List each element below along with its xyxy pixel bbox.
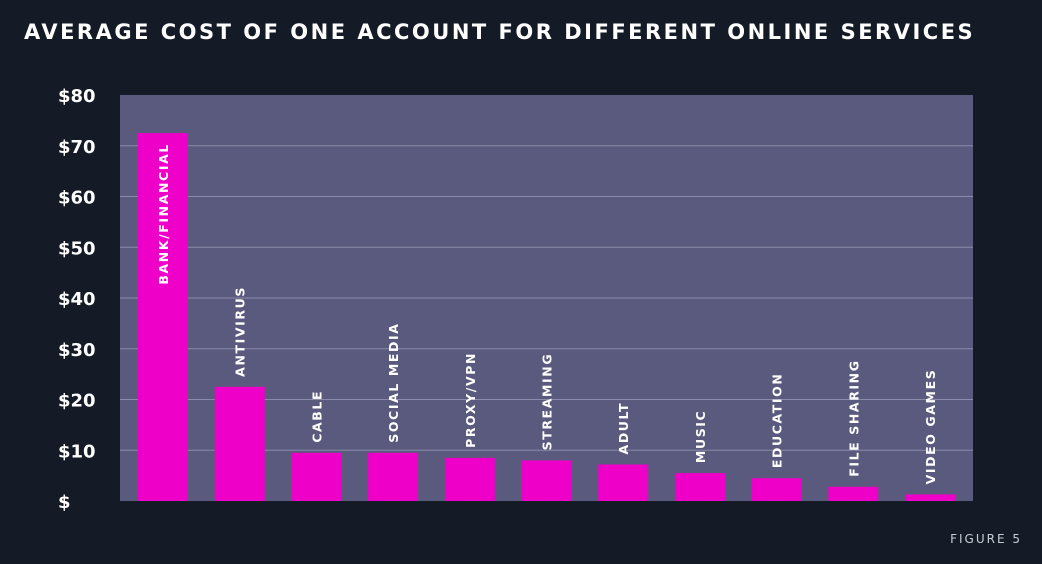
bar: [905, 494, 955, 501]
bar-category-label: MUSIC: [693, 410, 708, 463]
bar: [751, 478, 802, 501]
bar-category-label: STREAMING: [540, 353, 555, 451]
bar-category-label: CABLE: [309, 390, 324, 443]
bars: [138, 133, 955, 501]
y-tick-label: $40: [58, 289, 96, 310]
bar: [214, 386, 265, 501]
y-tick-label: $30: [58, 340, 96, 361]
y-tick-label: $10: [58, 441, 96, 462]
figure-label: FIGURE 5: [950, 532, 1022, 546]
bar: [598, 464, 649, 501]
y-tick-label: $20: [58, 391, 96, 412]
bar: [138, 133, 188, 501]
bar: [368, 452, 419, 501]
bar: [828, 486, 879, 501]
bar-category-label: PROXY/VPN: [463, 352, 478, 448]
bar: [674, 473, 725, 501]
bar-category-label: ADULT: [616, 402, 631, 455]
bar-category-label: BANK/FINANCIAL: [156, 143, 171, 285]
bar-category-label: FILE SHARING: [846, 359, 861, 476]
y-tick-label: $60: [58, 188, 96, 209]
y-tick-label: $80: [58, 86, 96, 107]
bar-category-label: EDUCATION: [770, 373, 785, 469]
bar: [291, 452, 342, 501]
y-tick-label: $: [58, 492, 71, 513]
chart-title: AVERAGE COST OF ONE ACCOUNT FOR DIFFEREN…: [24, 20, 976, 44]
bar-category-label: ANTIVIRUS: [233, 286, 248, 377]
bar: [521, 460, 572, 501]
bar-category-label: SOCIAL MEDIA: [386, 322, 401, 442]
bar-category-label: VIDEO GAMES: [923, 369, 938, 485]
y-axis-ticks: $ $10 $20 $30 $40 $50 $60 $70 $80: [58, 86, 96, 513]
y-tick-label: $70: [58, 137, 96, 158]
bar: [444, 457, 495, 501]
y-tick-label: $50: [58, 238, 96, 259]
bar-labels: BANK/FINANCIAL ANTIVIRUS CABLE SOCIAL MEDIA…: [156, 143, 938, 484]
